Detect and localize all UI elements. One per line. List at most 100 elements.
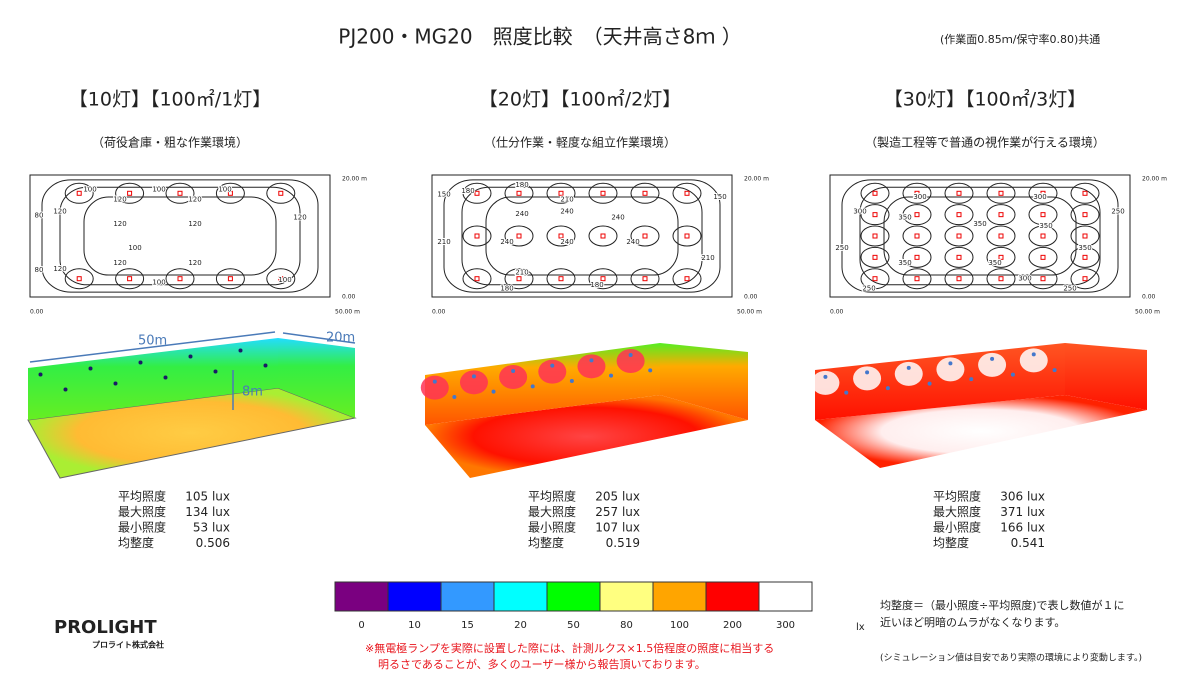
lamp-marker bbox=[177, 276, 183, 282]
legend-value: 200 bbox=[723, 620, 742, 631]
stat-value: 107 lux bbox=[595, 521, 640, 535]
contour-label: 210 bbox=[515, 269, 528, 277]
contour-line bbox=[504, 225, 534, 247]
glow bbox=[616, 349, 645, 373]
contour-line bbox=[504, 268, 534, 290]
lamp-dot bbox=[885, 386, 890, 391]
wall bbox=[1065, 343, 1147, 410]
contour-label: 100 bbox=[83, 186, 96, 194]
lamp-marker bbox=[127, 190, 133, 196]
lamp-marker bbox=[600, 233, 606, 239]
legend-swatch bbox=[493, 581, 548, 612]
contour-label: 80 bbox=[35, 211, 44, 219]
lamp-dot bbox=[569, 379, 574, 383]
lamp-dot bbox=[609, 373, 614, 378]
contour-line bbox=[462, 268, 492, 290]
lamp-dot bbox=[1031, 352, 1036, 357]
lamp-dot bbox=[865, 370, 870, 375]
glow bbox=[499, 365, 528, 389]
lamp-dot bbox=[452, 395, 457, 399]
lamp-dot bbox=[138, 360, 143, 365]
stat-value: 166 lux bbox=[1000, 521, 1045, 535]
contour-line bbox=[1070, 268, 1100, 290]
lamp-marker bbox=[1040, 276, 1046, 282]
contour-line bbox=[986, 246, 1016, 268]
lamp-dot bbox=[491, 389, 496, 394]
uniformity-note: 近いほど明暗のムラがなくなります。 bbox=[880, 615, 1065, 629]
contour-line bbox=[215, 182, 245, 204]
axis-label: 0.00 bbox=[830, 309, 844, 316]
glow bbox=[811, 370, 840, 395]
lamp-marker bbox=[227, 276, 233, 282]
contour-label: 210 bbox=[437, 238, 450, 246]
contour-line bbox=[860, 268, 890, 290]
contour-line bbox=[944, 204, 974, 226]
lamp-marker bbox=[914, 276, 920, 282]
lamp-marker bbox=[872, 190, 878, 196]
contour-line bbox=[588, 268, 618, 290]
lamp-marker bbox=[76, 190, 82, 196]
contour-label: 210 bbox=[701, 254, 714, 262]
lamp-marker bbox=[474, 233, 480, 239]
wall bbox=[28, 338, 278, 420]
contour-line bbox=[546, 225, 576, 247]
contour-line bbox=[672, 268, 702, 290]
contour-line bbox=[64, 268, 94, 290]
lamp-marker bbox=[872, 233, 878, 239]
contour-label: 250 bbox=[1111, 208, 1124, 216]
axis-label: 50.00 m bbox=[737, 309, 762, 316]
lamp-marker bbox=[474, 276, 480, 282]
lamp-dot bbox=[432, 379, 437, 384]
contour-label: 120 bbox=[188, 220, 201, 228]
lamp-dot bbox=[927, 381, 932, 386]
lamp-marker bbox=[998, 276, 1004, 282]
lamp-dot bbox=[648, 368, 653, 373]
contour-label: 180 bbox=[461, 187, 474, 195]
legend-unit: lx bbox=[856, 622, 865, 633]
lamp-marker bbox=[600, 276, 606, 282]
lamp-marker bbox=[516, 190, 522, 196]
panel-subtitle: （荷役倉庫・粗な作業環境） bbox=[92, 135, 248, 150]
stat-label: 最小照度 bbox=[933, 520, 981, 535]
lamp-marker bbox=[516, 276, 522, 282]
contour-line bbox=[1070, 246, 1100, 268]
glow bbox=[459, 370, 488, 395]
contour-line bbox=[504, 182, 534, 204]
axis-label: 20.00 m bbox=[1142, 176, 1167, 183]
contour-label: 250 bbox=[1063, 284, 1076, 292]
contour-line bbox=[630, 182, 660, 204]
axis-label: 0.00 bbox=[744, 294, 758, 301]
footnote: 明るさであることが、多くのユーザー様から報告頂いております。 bbox=[378, 657, 706, 671]
contour-label: 100 bbox=[152, 186, 165, 194]
contour-label: 120 bbox=[113, 195, 126, 203]
lamp-marker bbox=[474, 190, 480, 196]
contour-label: 350 bbox=[988, 259, 1001, 267]
lamp-dot bbox=[188, 354, 193, 359]
logo-brand: PROLIGHT bbox=[54, 617, 157, 638]
contour-label: 240 bbox=[500, 238, 513, 246]
contour-line bbox=[462, 182, 492, 204]
contour-line bbox=[83, 196, 277, 276]
contour-line bbox=[860, 204, 890, 226]
contour-line bbox=[630, 268, 660, 290]
stat-value: 306 lux bbox=[1000, 490, 1045, 504]
stat-value: 105 lux bbox=[185, 490, 230, 504]
contour-line bbox=[1028, 182, 1058, 204]
contour-label: 80 bbox=[35, 266, 44, 274]
lamp-marker bbox=[177, 190, 183, 196]
contour-line bbox=[461, 186, 703, 286]
lamp-marker bbox=[642, 233, 648, 239]
contour-label: 120 bbox=[113, 220, 126, 228]
contour-line bbox=[115, 268, 145, 290]
contour-label: 350 bbox=[1078, 244, 1091, 252]
legend-swatch bbox=[599, 581, 654, 612]
contour-line bbox=[672, 225, 702, 247]
stat-value: 0.541 bbox=[1011, 536, 1045, 550]
contour-line bbox=[944, 225, 974, 247]
lamp-marker bbox=[516, 233, 522, 239]
contour-line bbox=[165, 182, 195, 204]
contour-line bbox=[588, 225, 618, 247]
lamp-dot bbox=[550, 363, 555, 368]
lamp-marker bbox=[558, 276, 564, 282]
